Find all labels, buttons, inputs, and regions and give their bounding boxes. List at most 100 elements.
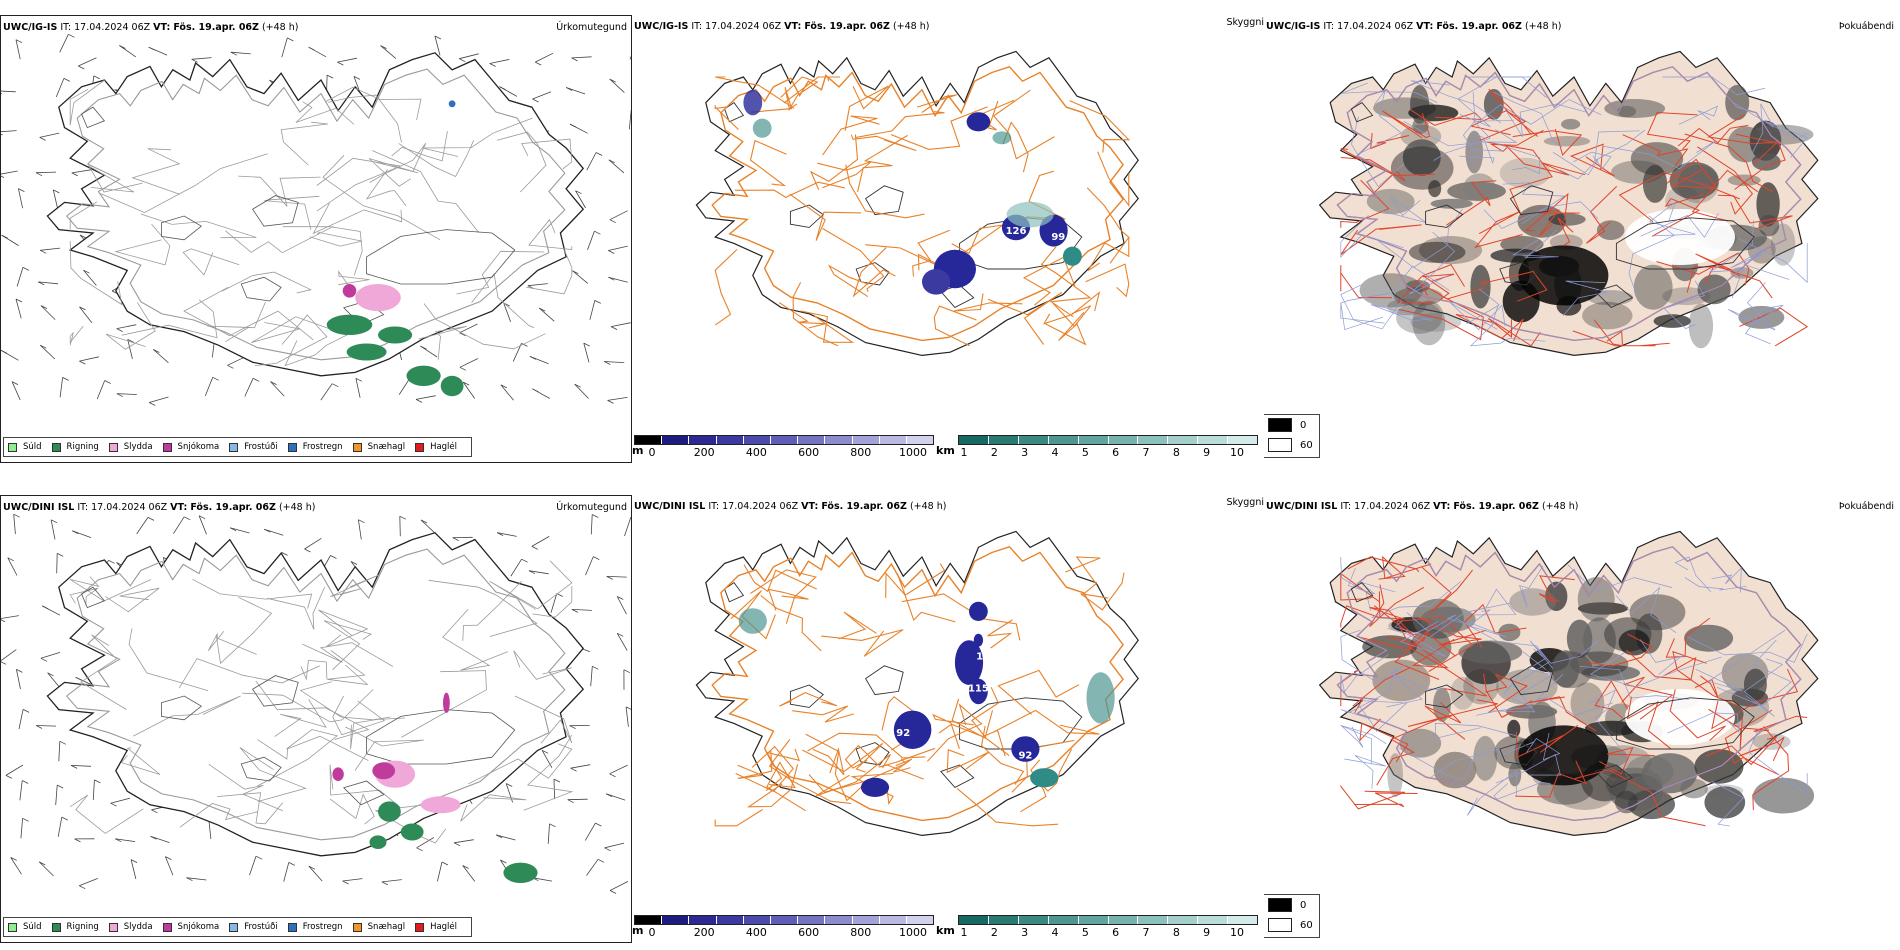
panel-title: UWC/DINI ISL IT: 17.04.2024 06Z VT: Fös.… [3, 502, 316, 513]
wind-barb-flag [623, 669, 631, 674]
road-line [1387, 621, 1446, 657]
legend-swatch [287, 442, 297, 452]
colorbar-tick: 8 [1172, 926, 1180, 939]
wind-barb-flag [116, 328, 123, 332]
road-line [274, 699, 327, 737]
road-line [242, 689, 374, 723]
wind-barb-flag [22, 780, 29, 784]
wind-barb-flag [567, 799, 574, 804]
fog-shade [1498, 623, 1521, 642]
wind-barb [503, 302, 511, 322]
wind-barb [420, 519, 436, 534]
fog-shade [1618, 629, 1650, 656]
road-line [1002, 121, 1029, 173]
road-line [1396, 616, 1474, 673]
glacier-outline [366, 709, 516, 765]
road-line [309, 232, 362, 247]
road-line [778, 302, 826, 329]
colorbar-swatch [1228, 916, 1258, 924]
wind-barb [38, 861, 54, 877]
wind-barb [71, 765, 92, 767]
colorbar-swatch [1228, 436, 1258, 444]
road-line [1406, 612, 1471, 632]
road-line [933, 305, 977, 347]
wind-barb-flag [420, 345, 427, 350]
fog-shade [1518, 725, 1609, 786]
road-line [1621, 676, 1674, 720]
fog-shade [1662, 287, 1711, 306]
ceiling-area [954, 640, 984, 685]
road-line [532, 586, 573, 618]
wind-barb-flag [531, 546, 538, 550]
wind-barb-flag [569, 725, 576, 730]
road-line [1522, 648, 1553, 676]
road-line [350, 717, 405, 750]
glacier-outline [1615, 697, 1755, 750]
legend-swatch [8, 442, 17, 452]
road-line [1586, 633, 1653, 667]
wind-barb-flag [609, 78, 616, 83]
fog-shade [1458, 640, 1523, 664]
road-line [1457, 76, 1534, 128]
wind-barb [590, 666, 593, 687]
road-line [1588, 689, 1620, 747]
colorbar-tick: 8 [1172, 446, 1180, 459]
wind-barb-flag [53, 189, 60, 194]
wind-barb [586, 859, 599, 876]
road-line [526, 249, 573, 295]
road-line [140, 213, 257, 239]
road-line [780, 76, 819, 111]
fog-shade [1611, 160, 1664, 184]
fog-panel-bottom: UWC/DINI ISL IT: 17.04.2024 06Z VT: Fös.… [1264, 495, 1900, 943]
wind-barb-flag [608, 276, 615, 281]
wind-barb-flag [186, 877, 193, 882]
visibility-colorbar-ticks: 1 2 3 4 5 6 7 8 9 10 [958, 925, 1258, 939]
wind-barb [459, 358, 479, 368]
road-line [489, 560, 573, 610]
wind-barb [609, 78, 625, 93]
road-line [100, 153, 268, 214]
road-line [1388, 636, 1455, 669]
wind-barb-flag [150, 835, 157, 840]
wind-barb-flag [127, 339, 134, 343]
glacier-outline [1594, 764, 1634, 788]
fog-shade [1412, 300, 1446, 346]
road-line [329, 793, 375, 825]
legend-swatch [287, 922, 297, 932]
road-line [1043, 748, 1073, 792]
wind-barb-flag [608, 250, 615, 254]
wind-barb-flag [337, 61, 344, 66]
glacier-outline [1615, 217, 1755, 270]
road-line [845, 164, 925, 219]
wind-barb [198, 515, 207, 535]
road-line [1085, 263, 1130, 298]
wind-barb-flag [35, 725, 43, 729]
fog-shade [1633, 264, 1673, 310]
wind-barb-flag [212, 376, 219, 381]
road-line [1466, 76, 1547, 98]
fog-shade [1483, 89, 1504, 120]
wind-barb [609, 881, 629, 891]
iceland-map [1318, 50, 1819, 357]
wind-barb-flag [104, 380, 111, 384]
wind-barb-flag [595, 822, 602, 827]
fog-swatch [1268, 898, 1292, 912]
road-line [1357, 90, 1402, 155]
road-line [1687, 633, 1808, 663]
wind-barb-flag [566, 87, 573, 91]
road-line [322, 155, 441, 241]
road-line [391, 131, 448, 162]
glacier-outline [81, 106, 106, 129]
colorbar-tick: 4 [1051, 926, 1059, 939]
wind-barb-flag [355, 377, 363, 382]
wind-barb [607, 397, 628, 401]
road-line [267, 586, 326, 630]
road-line [885, 563, 946, 598]
road-line [183, 286, 314, 341]
wind-barb [15, 298, 22, 319]
wind-barb-flag [583, 342, 590, 347]
wind-barb [616, 633, 628, 651]
fog-shade [1387, 753, 1403, 798]
road-line [182, 248, 240, 276]
wind-barb-flag [47, 672, 54, 677]
